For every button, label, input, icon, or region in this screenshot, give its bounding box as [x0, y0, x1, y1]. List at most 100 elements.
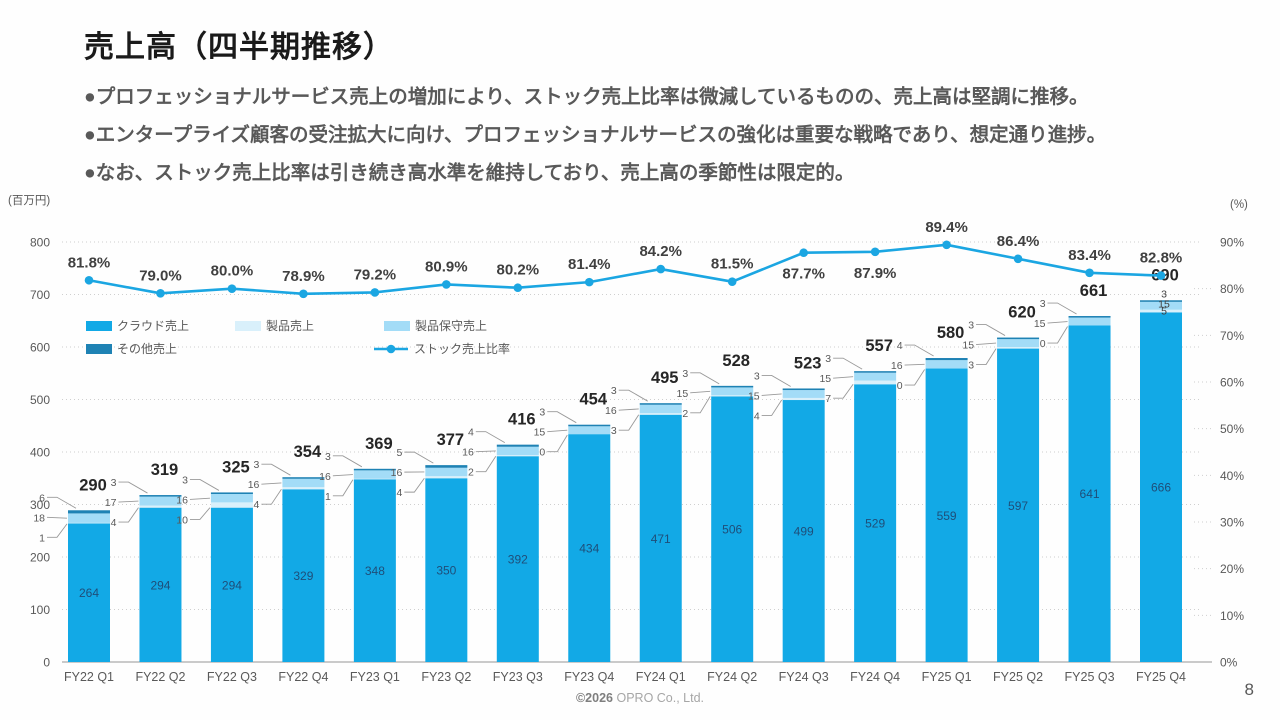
segment-value-label-product: 3	[968, 360, 974, 372]
segment-value-label-product: 4	[396, 487, 402, 499]
segment-value-label-other: 3	[754, 370, 760, 382]
bar-segment-product	[68, 522, 110, 524]
bar-total-label: 523	[794, 354, 822, 372]
legend-label-product: 製品売上	[266, 318, 314, 333]
leader-line	[761, 393, 782, 396]
bar-segment-other	[282, 477, 325, 479]
segment-value-label-other: 3	[825, 353, 831, 365]
leader-line	[547, 429, 568, 433]
leader-line	[618, 414, 640, 431]
segment-value-label-other: 4	[897, 340, 903, 352]
bar-segment-maintenance	[997, 339, 1040, 347]
bar-segment-cloud	[353, 479, 396, 662]
segment-value-label-maintenance: 16	[391, 467, 403, 479]
segment-value-label-other: 3	[968, 320, 974, 332]
bullet-line: ●プロフェッショナルサービス売上の増加により、ストック売上比率は微減しているもの…	[84, 86, 1089, 108]
x-axis-label: FY24 Q4	[850, 670, 900, 684]
bar-segment-other	[139, 495, 182, 497]
bar-segment-other	[1068, 316, 1111, 318]
bar-segment-cloud	[854, 384, 897, 662]
left-axis-tick-label: 500	[30, 393, 50, 407]
bar-segment-other	[496, 444, 539, 447]
legend-marker-stock-ratio-icon	[386, 344, 396, 354]
bar-segment-product	[782, 397, 825, 401]
stock-ratio-point	[513, 283, 523, 293]
bar-segment-maintenance	[496, 446, 539, 456]
bar-segment-other	[925, 358, 968, 361]
bar-segment-product	[639, 413, 682, 415]
leader-line	[833, 384, 854, 399]
bar-segment-maintenance	[210, 494, 253, 503]
bar-segment-other	[210, 492, 253, 494]
bar-segment-maintenance	[353, 470, 396, 479]
segment-value-label-product: 10	[176, 514, 188, 526]
segment-value-label-maintenance: 15	[819, 373, 831, 385]
bar-segment-cloud	[496, 456, 539, 662]
bar-segment-product	[854, 380, 897, 385]
segment-value-label-product: 3	[611, 425, 617, 437]
segment-value-label-other: 3	[682, 368, 688, 380]
bar-segment-other	[68, 510, 110, 514]
leader-line	[761, 399, 783, 416]
leader-line	[47, 523, 68, 538]
segment-value-label-other: 3	[325, 451, 331, 463]
right-axis-tick-label: 0%	[1220, 656, 1238, 670]
stock-ratio-point	[942, 240, 951, 250]
bar-segment-product	[210, 502, 253, 508]
bar-total-label: 290	[79, 476, 107, 494]
segment-value-label-maintenance: 16	[176, 494, 188, 506]
segment-value-label-maintenance: 16	[605, 405, 617, 417]
segment-value-label-maintenance: 15	[534, 427, 546, 439]
segment-value-label-maintenance: 16	[891, 360, 903, 372]
bar-segment-product	[1140, 309, 1183, 313]
stock-ratio-label: 79.2%	[354, 266, 397, 283]
bar-segment-product	[139, 505, 182, 508]
segment-value-label-other: 4	[468, 427, 474, 439]
x-axis-label: FY23 Q2	[421, 670, 471, 684]
leader-line	[118, 500, 139, 503]
leader-line	[332, 479, 354, 497]
bar-segment-cloud	[782, 400, 825, 662]
bar-segment-maintenance	[568, 426, 611, 435]
stock-ratio-point	[84, 275, 94, 285]
legend-swatch-cloud	[86, 321, 112, 331]
bar-segment-maintenance	[782, 390, 825, 398]
left-axis-tick-label: 600	[30, 341, 50, 355]
bar-segment-maintenance	[711, 387, 754, 396]
stock-ratio-label: 80.2%	[497, 262, 540, 279]
x-axis-label: FY22 Q3	[207, 670, 257, 684]
bar-segment-maintenance	[854, 372, 897, 381]
right-axis-caption: (%)	[1230, 199, 1248, 211]
page-title: 売上高（四半期推移）	[84, 31, 394, 64]
stock-ratio-point	[1013, 254, 1023, 264]
stock-ratio-point	[370, 288, 380, 297]
bar-segment-cloud	[997, 348, 1040, 662]
cloud-value-label: 499	[794, 525, 814, 539]
x-axis-label: FY23 Q3	[493, 670, 543, 684]
x-axis-label: FY25 Q1	[922, 670, 972, 684]
stock-ratio-point	[299, 289, 308, 299]
bar-segment-maintenance	[1140, 301, 1183, 310]
legend-label-other: その他売上	[117, 341, 177, 356]
segment-value-label-product: 2	[682, 408, 688, 420]
bullet-line: ●なお、ストック売上比率は引き続き高水準を維持しており、売上高の季節性は限定的。	[84, 162, 855, 184]
bar-segment-product	[711, 395, 754, 397]
leader-line	[904, 369, 925, 386]
stock-ratio-point	[442, 280, 451, 289]
stock-ratio-label: 86.4%	[997, 233, 1040, 250]
cloud-value-label: 666	[1151, 481, 1171, 495]
leader-line	[332, 474, 353, 477]
leader-line	[761, 375, 791, 387]
bar-segment-product	[496, 455, 539, 457]
x-axis-label: FY22 Q4	[278, 670, 328, 684]
stock-ratio-label: 83.4%	[1068, 247, 1111, 264]
cloud-value-label: 350	[436, 564, 456, 578]
leader-line	[475, 431, 506, 444]
leader-line	[618, 408, 639, 411]
bar-total-label: 557	[865, 337, 893, 355]
cloud-value-label: 471	[651, 532, 671, 546]
segment-value-label-other: 3	[111, 477, 117, 489]
legend-label-stock-ratio: ストック売上比率	[414, 341, 510, 356]
bar-segment-maintenance	[282, 478, 325, 488]
bar-segment-product	[425, 476, 468, 479]
